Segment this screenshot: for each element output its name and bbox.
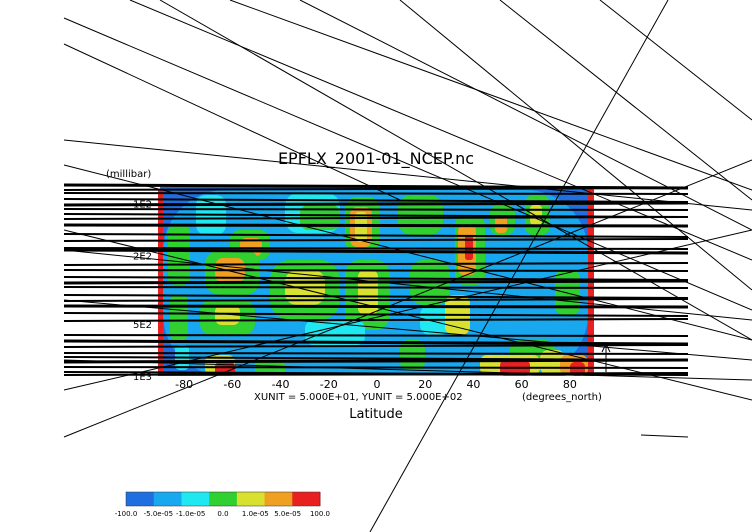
field-blob	[400, 340, 425, 370]
stray-line	[599, 0, 752, 121]
horizontal-line	[63, 269, 689, 272]
x-tick-labels: -80 -60 -40 -20 0 20 40 60 80	[175, 378, 577, 391]
stray-line	[63, 17, 752, 311]
field-blob	[355, 212, 367, 242]
y-units-label: (millibar)	[106, 169, 151, 180]
colorbar-label: -5.0e-05	[144, 510, 173, 518]
horizontal-line	[63, 286, 689, 289]
colorbar-label: 1.0e-05	[242, 510, 269, 518]
horizontal-line	[63, 352, 689, 355]
horizontal-line	[63, 262, 689, 266]
stray-line	[63, 359, 752, 381]
horizontal-line	[63, 238, 689, 242]
horizontal-line	[63, 334, 689, 337]
colorbar-label: 100.0	[310, 510, 330, 518]
field-blob	[465, 235, 473, 260]
x-tick-label: -40	[272, 378, 290, 391]
horizontal-line	[63, 201, 689, 207]
colorbar-frame	[125, 491, 321, 507]
colorbar-swatch	[292, 492, 321, 506]
horizontal-line	[63, 247, 689, 250]
y-tick-label: 5E2	[133, 320, 152, 331]
colorbar-label: -100.0	[115, 510, 138, 518]
x-tick-label: 40	[466, 378, 480, 391]
stray-line	[63, 43, 401, 201]
y-tick-label: 1E3	[133, 372, 152, 383]
x-tick-label: 0	[374, 378, 381, 391]
field-blob	[170, 295, 188, 340]
horizontal-line	[63, 248, 689, 255]
horizontal-line	[63, 233, 689, 238]
horizontal-line	[63, 216, 689, 220]
horizontal-line	[63, 372, 689, 376]
horizontal-line	[63, 312, 689, 317]
stray-line	[63, 159, 752, 438]
stray-line	[640, 434, 689, 438]
horizontal-line	[63, 298, 689, 302]
stray-line	[229, 0, 752, 191]
colorbar-label: -1.0e-05	[176, 510, 205, 518]
horizontal-line	[63, 318, 689, 322]
stray-line	[63, 139, 752, 211]
colorbar-label: 5.0e-05	[274, 510, 301, 518]
colorbar-label: 0.0	[217, 510, 228, 518]
y-tick-label: 2E2	[133, 252, 152, 263]
field-blob	[358, 270, 378, 315]
y-tick-labels: 1E2 2E2 5E2 1E3	[133, 200, 152, 383]
colorbar-labels: -100.0 -5.0e-05 -1.0e-05 0.0 1.0e-05 5.0e-05 1…	[115, 510, 330, 518]
stray-line	[399, 0, 752, 291]
colorbar	[125, 491, 321, 507]
horizontal-line	[63, 279, 689, 285]
horizontal-lines	[63, 183, 689, 376]
horizontal-line	[63, 223, 689, 228]
colorbar-swatch	[153, 492, 182, 506]
horizontal-line	[63, 304, 689, 309]
stray-line	[63, 299, 752, 361]
x-tick-label: 60	[515, 378, 529, 391]
x-tick-label: -20	[320, 378, 338, 391]
colorbar-swatch	[236, 492, 266, 506]
horizontal-line	[63, 366, 689, 369]
x-units-label: (degrees_north)	[522, 392, 602, 403]
horizontal-line	[63, 208, 689, 211]
horizontal-line	[63, 276, 689, 281]
x-tick-label: -60	[223, 378, 241, 391]
horizontal-line	[63, 358, 689, 364]
horizontal-line	[63, 187, 689, 191]
colorbar-swatch	[264, 492, 293, 506]
horizontal-line	[63, 344, 689, 348]
stray-line	[159, 0, 752, 341]
right-edge-strip	[588, 190, 594, 376]
stray-line	[499, 0, 752, 201]
horizontal-line	[63, 294, 689, 299]
field-blob	[495, 215, 507, 233]
stray-line	[369, 0, 669, 532]
colorbar-swatch	[126, 492, 155, 506]
colorbar-swatch	[181, 492, 210, 506]
field-blob	[530, 205, 542, 225]
chart-title: EPFLX_2001-01_NCEP.nc	[278, 149, 474, 169]
x-tick-label: 20	[418, 378, 432, 391]
horizontal-line	[63, 198, 689, 203]
y-axis-arrow	[601, 342, 611, 372]
stray-line	[299, 0, 752, 231]
unit-note: XUNIT = 5.000E+01, YUNIT = 5.000E+02	[254, 392, 463, 403]
horizontal-line	[63, 339, 689, 346]
colorbar-swatch	[209, 492, 238, 506]
y-tick-label: 1E2	[133, 200, 152, 211]
x-axis-label: Latitude	[349, 407, 403, 422]
horizontal-line	[63, 192, 689, 195]
x-tick-label: -80	[175, 378, 193, 391]
field-blob	[305, 320, 365, 345]
x-tick-label: 80	[563, 378, 577, 391]
